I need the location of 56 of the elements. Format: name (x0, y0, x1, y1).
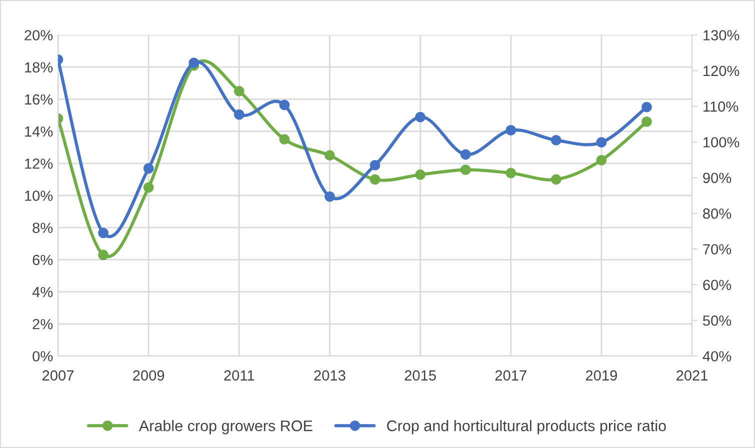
y-tick-label: 2% (32, 319, 53, 330)
point (415, 112, 426, 122)
point (98, 250, 108, 260)
point (642, 102, 652, 112)
y2-tick-label: 70% (703, 244, 732, 254)
point (506, 168, 516, 178)
y2-tick-label: 130% (704, 30, 740, 40)
point (550, 135, 562, 146)
y-tick-label: 12% (25, 158, 53, 169)
point (642, 116, 652, 127)
point (279, 134, 290, 145)
point (596, 137, 607, 148)
y-tick-label: 4% (32, 286, 53, 298)
point (279, 100, 290, 110)
x-tick-label: 2011 (224, 370, 254, 381)
y-tick-label: 16% (25, 94, 53, 105)
point (143, 182, 154, 193)
x-tick-label: 2007 (42, 370, 74, 381)
point (460, 149, 471, 160)
x-tick-label: 2015 (404, 370, 436, 381)
y2-tick-label: 110% (704, 101, 738, 112)
y2-tick-label: 90% (703, 172, 732, 184)
y-tick-label: 18% (25, 62, 53, 73)
point (324, 150, 335, 161)
y-tick-label: 20% (24, 30, 53, 40)
point (415, 169, 426, 180)
point (550, 174, 562, 185)
point (188, 58, 200, 68)
y2-tick-label: 80% (703, 208, 732, 219)
point (370, 174, 380, 185)
y2-tick-label: 40% (702, 351, 732, 362)
point (324, 191, 335, 202)
point (460, 164, 471, 176)
y2-tick-label: 120% (704, 66, 740, 76)
y-tick-label: 8% (32, 222, 53, 234)
point (596, 154, 607, 166)
y2-tick-label: 60% (703, 280, 732, 290)
y2-tick-label: 100% (704, 137, 740, 148)
x-tick-label: 2009 (133, 370, 164, 381)
point (234, 109, 244, 120)
point (98, 228, 108, 238)
y-tick-label: 6% (32, 254, 53, 266)
legend-label: Crop and horticultural products price ratio (387, 420, 666, 434)
point (143, 163, 154, 174)
legend-label: Arable crop growers ROE (138, 420, 312, 434)
point (234, 86, 244, 96)
point (370, 160, 380, 170)
y-tick-label: 10% (25, 190, 53, 201)
point (506, 125, 516, 136)
x-tick-label: 2013 (314, 370, 346, 381)
x-tick-label: 2017 (495, 370, 526, 381)
y-tick-label: 0% (32, 351, 53, 362)
y2-tick-label: 50% (703, 315, 732, 326)
y-tick-label: 14% (25, 126, 53, 137)
x-tick-label: 2021 (676, 370, 708, 381)
x-tick-label: 2019 (586, 370, 617, 381)
